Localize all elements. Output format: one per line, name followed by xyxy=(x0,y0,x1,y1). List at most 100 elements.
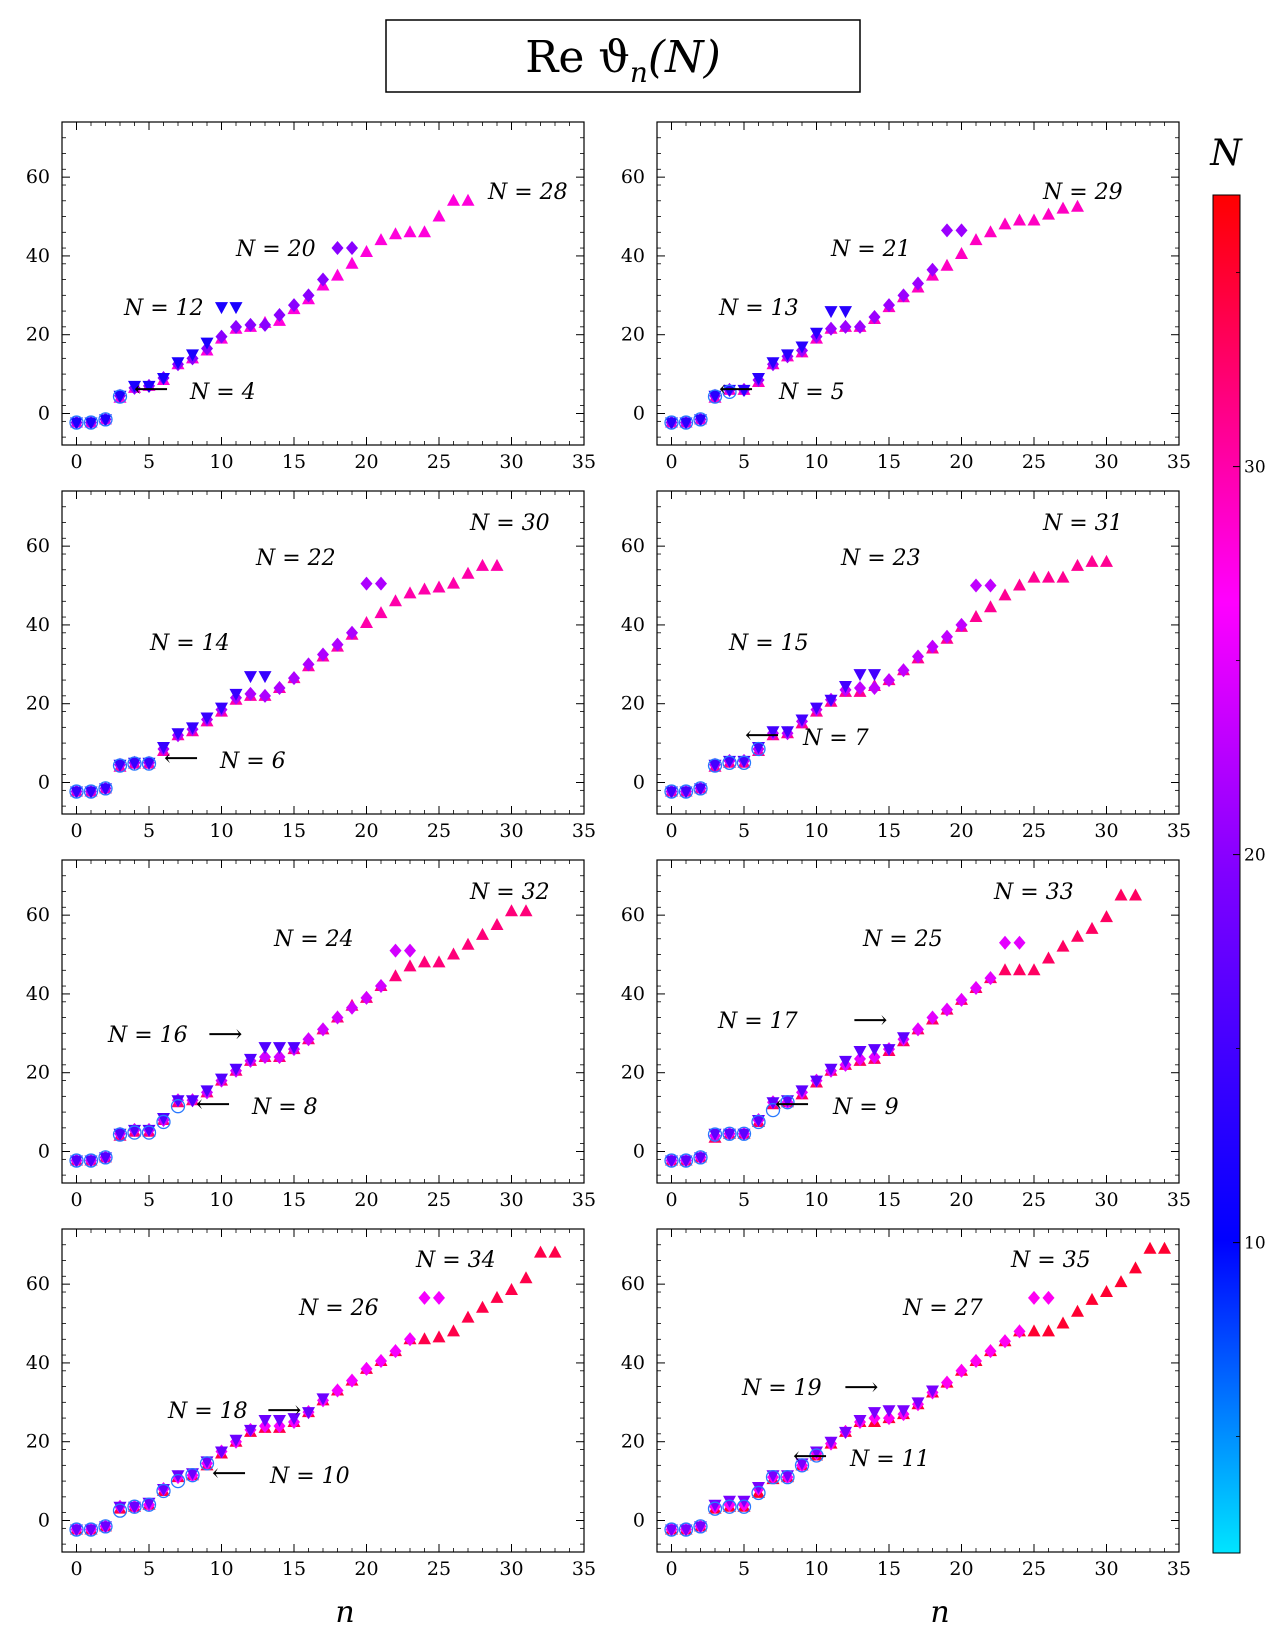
x-tick-label: 25 xyxy=(1022,451,1046,473)
x-tick-label: 35 xyxy=(572,820,596,842)
point-circle-N11 xyxy=(809,1448,824,1463)
point-circle-N9 xyxy=(765,1102,781,1118)
colorbar-tick-label: 20 xyxy=(1244,846,1266,866)
x-tick-label: 25 xyxy=(1022,1189,1046,1211)
point-tri-down-N18 xyxy=(258,1415,272,1428)
y-tick-label: 60 xyxy=(26,904,50,926)
point-circle-N6 xyxy=(141,756,157,771)
point-tri-down-N19 xyxy=(824,1436,838,1449)
point-tri-down-N12 xyxy=(171,357,185,370)
point-tri-down-N18 xyxy=(128,1501,141,1514)
point-tri-up-N32 xyxy=(519,904,533,917)
point-diamond-N23 xyxy=(955,617,968,632)
point-tri-down-N13 xyxy=(723,384,736,397)
point-diamond-N24 xyxy=(317,1022,329,1037)
point-circle-N6 xyxy=(112,758,128,773)
point-tri-down-N15 xyxy=(752,742,765,755)
x-tick-label: 10 xyxy=(804,820,828,842)
point-diamond-N21 xyxy=(883,298,895,313)
annotation: ⟵ xyxy=(134,375,168,403)
point-diamond-N25 xyxy=(854,1051,866,1066)
x-tick-label: 15 xyxy=(877,1189,901,1211)
x-tick-label: 35 xyxy=(1167,451,1191,473)
point-circle-N11 xyxy=(664,1522,679,1537)
point-tri-down-N16 xyxy=(70,1155,83,1168)
annotation: N = 27 xyxy=(902,1296,983,1321)
annotation: N = 24 xyxy=(273,927,354,952)
x-tick-label: 30 xyxy=(499,820,523,842)
point-diamond-N25 xyxy=(955,992,968,1007)
point-diamond-N22 xyxy=(302,657,315,672)
point-diamond-N24 xyxy=(346,1000,358,1015)
point-tri-up-N28 xyxy=(432,209,446,222)
x-axis-label-left: n xyxy=(335,1595,354,1630)
x-tick-label: 15 xyxy=(877,451,901,473)
point-tri-down-N14 xyxy=(128,757,141,770)
colorbar-tick-label: 30 xyxy=(1244,458,1266,478)
point-tri-down-N19 xyxy=(839,1426,852,1439)
point-tri-down-N15 xyxy=(665,786,678,799)
x-tick-label: 5 xyxy=(143,451,155,473)
point-tri-up-N30 xyxy=(447,576,460,589)
point-tri-down-N17 xyxy=(665,1155,678,1168)
point-tri-down-N14 xyxy=(70,786,83,799)
point-tri-down-N17 xyxy=(795,1085,809,1098)
x-tick-label: 25 xyxy=(1022,820,1046,842)
point-diamond-N23 xyxy=(883,673,895,688)
point-diamond-N24 xyxy=(302,1032,315,1047)
annotation: N = 10 xyxy=(269,1464,350,1489)
point-circle-N10 xyxy=(156,1483,171,1499)
point-diamond-N27 xyxy=(955,1363,968,1378)
annotation: N = 9 xyxy=(832,1095,899,1120)
point-tri-up-N32 xyxy=(490,917,504,930)
point-circle-N8 xyxy=(112,1127,128,1142)
point-tri-up-N29 xyxy=(1071,199,1084,212)
point-tri-down-N13 xyxy=(766,357,780,370)
point-circle-N8 xyxy=(127,1125,142,1140)
x-tick-label: 10 xyxy=(209,1189,233,1211)
point-tri-up-N32 xyxy=(389,969,402,982)
point-circle-N10 xyxy=(83,1522,99,1537)
point-circle-N6 xyxy=(83,784,99,799)
x-tick-label: 35 xyxy=(572,1558,596,1580)
point-circle-N7 xyxy=(693,781,708,796)
point-tri-up-N29 xyxy=(1013,213,1026,226)
annotation: N = 12 xyxy=(123,296,204,321)
point-circle-N9 xyxy=(751,1114,766,1130)
point-diamond-N22 xyxy=(244,686,257,701)
point-tri-up-N33 xyxy=(1114,888,1128,901)
point-diamond-N20 xyxy=(244,317,257,332)
panel-1: 0 5 10 15 20 25 30 35 0 20 40 60 N = 12 N = 20 N = 28 ⟵… xyxy=(26,121,596,473)
panel-4: 0 5 10 15 20 25 30 35 0 20 40 60 N = 15 N = 23 N = 31 ⟵… xyxy=(621,490,1191,842)
point-tri-up-N32 xyxy=(461,937,475,950)
point-tri-down-N12 xyxy=(229,302,243,315)
point-tri-up-N28 xyxy=(461,193,475,206)
title-box: Re ϑn(N) xyxy=(385,19,861,93)
point-circle-N5 xyxy=(707,389,723,404)
x-tick-label: 0 xyxy=(70,1558,82,1580)
point-tri-down-N12 xyxy=(84,417,98,430)
point-tri-down-N14 xyxy=(171,728,185,741)
colorbar-tick-label: 10 xyxy=(1244,1234,1266,1254)
x-tick-label: 30 xyxy=(1094,820,1118,842)
x-tick-label: 0 xyxy=(70,451,82,473)
point-tri-up-N28 xyxy=(374,233,388,246)
point-tri-up-N34 xyxy=(418,1332,431,1345)
point-tri-down-N14 xyxy=(244,671,257,684)
point-tri-down-N16 xyxy=(273,1042,286,1055)
y-tick-label: 0 xyxy=(38,1140,50,1162)
point-diamond-N24 xyxy=(375,979,387,994)
point-circle-N11 xyxy=(751,1485,766,1501)
point-diamond-N21 xyxy=(868,309,881,324)
y-tick-label: 40 xyxy=(621,983,645,1005)
point-diamond-N26 xyxy=(389,1344,402,1359)
point-circle-N7 xyxy=(736,755,752,770)
point-circle-N9 xyxy=(736,1126,752,1141)
point-circle-N10 xyxy=(170,1473,186,1489)
point-circle-N9 xyxy=(664,1153,679,1168)
point-circle-N9 xyxy=(678,1153,694,1168)
point-diamond-N20 xyxy=(331,241,344,256)
x-tick-label: 5 xyxy=(738,451,750,473)
colorbar: N 10 20 30 xyxy=(1209,133,1266,1554)
x-tick-label: 35 xyxy=(1167,820,1191,842)
